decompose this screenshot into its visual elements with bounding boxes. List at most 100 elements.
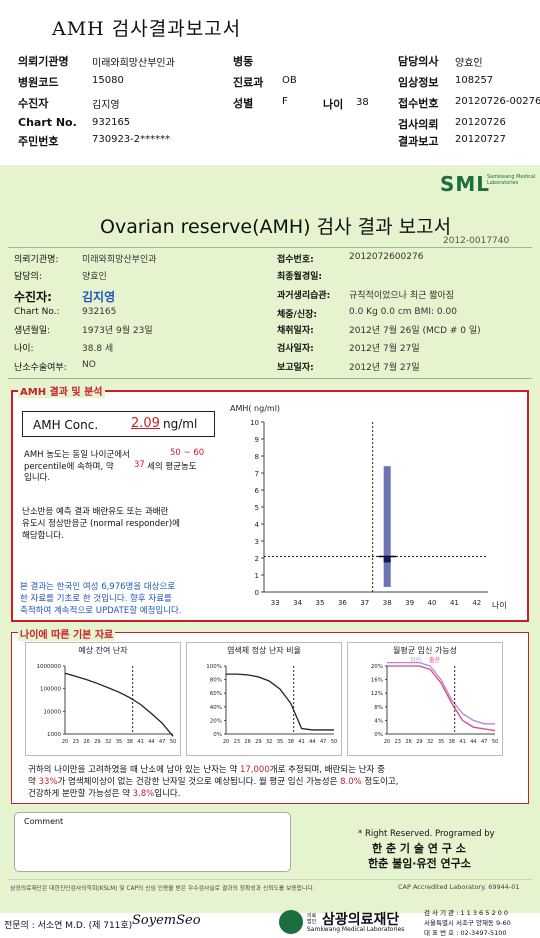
x-tick-label: 44	[309, 739, 315, 745]
header-value: OB	[282, 75, 297, 86]
x-tick-label: 44	[470, 739, 476, 745]
x-tick-label: 20	[62, 739, 68, 745]
x-tick-label: 26	[244, 739, 250, 745]
header-label: 담당의사	[398, 55, 439, 68]
x-tick-label: 50	[492, 739, 498, 745]
normal-egg-ratio-chart-box	[186, 642, 342, 756]
header-label: 의뢰기관명	[18, 55, 69, 68]
age-summary-line2: 약 33%가 염색체이상이 없는 건강한 난자일 것으로 예상됩니다. 월 평균…	[28, 775, 398, 787]
sml-logo-subtitle: Samkwang Medical Laboratories	[487, 174, 536, 186]
header-value: F	[282, 96, 288, 107]
x-tick-label: 23	[395, 739, 401, 745]
amh-conc-value: 2.09	[131, 416, 160, 431]
y-tick-label: 9	[255, 436, 259, 444]
patient-field-value: 김지영	[82, 290, 116, 304]
header-value: 20120726-00276	[455, 96, 540, 107]
patient-field-label: 담당의:	[14, 272, 42, 282]
patient-field-value: 932165	[82, 307, 117, 317]
age-section-title: 나이에 따른 기본 자료	[18, 626, 116, 641]
x-tick-label: 38	[449, 739, 455, 745]
series-line	[387, 665, 496, 732]
copyright-line1: * Right Reserved. Programed by	[358, 829, 495, 839]
x-tick-label: 41	[459, 739, 465, 745]
x-tick-label: 37	[360, 599, 369, 607]
divider	[8, 378, 532, 379]
x-tick-label: 44	[148, 739, 154, 745]
x-tick-label: 29	[416, 739, 422, 745]
y-tick-label: 40%	[210, 705, 222, 711]
comment-box: Comment	[14, 812, 291, 872]
y-tick-label: 3	[255, 538, 259, 546]
x-tick-label: 41	[450, 599, 459, 607]
report-field-value: 2012년 7월 27일	[349, 363, 420, 373]
header-label: 임상정보	[398, 76, 439, 89]
header-label: 병원코드	[18, 76, 59, 89]
x-axis-label: 나이	[492, 600, 507, 610]
contact-line2: 서울특별시 서초구 양재동 9-60	[424, 919, 511, 927]
x-tick-label: 35	[438, 739, 444, 745]
copyright-line3: 한춘 불임·유전 연구소	[368, 857, 471, 870]
amh-note-line2: 한 자료를 기초로 한 것입니다. 향후 자료를	[20, 594, 172, 604]
amh-range-bar	[383, 466, 391, 587]
summary-text: 귀하의 나이만을 고려하였을 때 난소에 남아 있는 난자는 약	[28, 765, 240, 775]
header-value: 20120727	[455, 134, 506, 145]
org-name-en: Samkwang Medical Laboratories	[307, 926, 405, 933]
summary-text: 입니다.	[154, 789, 181, 799]
age-summary-line1: 귀하의 나이만을 고려하였을 때 난소에 남아 있는 난자는 약 17,000개…	[28, 763, 385, 775]
report-field-value: 2012072600276	[349, 252, 424, 262]
x-tick-label: 41	[298, 739, 304, 745]
y-tick-label: 100%	[206, 664, 222, 670]
header-label: 성별	[233, 97, 254, 110]
cap-accreditation: CAP Accredited Laboratory. 69944-01	[398, 883, 520, 891]
divider	[8, 247, 532, 248]
report-field-label: 과거생리습관:	[277, 291, 331, 301]
header-value: 미래와희망산부인과	[92, 58, 175, 69]
chart-title: 월평균 임신 가능성	[393, 645, 457, 655]
amh-para2-line2: 유도시 정상반응군 (normal responder)에	[22, 519, 180, 529]
summary-text: 17,000	[240, 765, 270, 775]
summary-text: 33%	[38, 777, 58, 787]
y-tick-label: 7	[255, 470, 259, 478]
series-line	[387, 661, 495, 725]
copyright-line2: 한 춘 기 술 연 구 소	[372, 842, 466, 855]
amh-conc-unit: ng/ml	[163, 417, 198, 431]
patient-field-value: 양효인	[82, 272, 107, 282]
amh-note-line3: 축적하여 계속적으로 UPDATE할 예정입니다.	[20, 606, 182, 616]
x-tick-label: 50	[170, 739, 176, 745]
amh-para1-b: percentile에 속하며, 약	[24, 462, 114, 472]
y-tick-label: 4	[255, 521, 260, 529]
y-tick-label: 6	[255, 487, 260, 495]
x-tick-label: 32	[266, 739, 272, 745]
x-tick-label: 34	[293, 599, 302, 607]
report-field-value: 2012년 7월 27일	[349, 344, 420, 354]
contact-line3: 대 표 번 호 : 02-3497-5100	[424, 929, 507, 937]
age-summary-line3: 건강하게 분만할 가능성은 약 3.8%입니다.	[28, 787, 180, 799]
y-axis-label: AMH( ng/ml)	[230, 404, 280, 413]
legend-entry: 임신	[410, 656, 421, 664]
x-tick-label: 39	[405, 599, 414, 607]
x-tick-label: 38	[288, 739, 294, 745]
pregnancy-chance-chart-box	[347, 642, 503, 756]
amh-equivalent-age: 37	[134, 460, 145, 470]
summary-text: 정도이고,	[361, 777, 399, 787]
header-value: 108257	[455, 75, 494, 86]
y-tick-label: 0%	[213, 732, 222, 738]
y-tick-label: 0%	[374, 732, 383, 738]
x-tick-label: 47	[159, 739, 165, 745]
y-tick-label: 60%	[210, 691, 222, 697]
header-label: 검사의뢰	[398, 118, 439, 131]
report-field-label: 검사일자:	[277, 344, 314, 354]
x-tick-label: 47	[481, 739, 487, 745]
y-tick-label: 16%	[371, 678, 383, 684]
amh-note-line1: 본 결과는 한국인 여성 6,976명을 대상으로	[20, 582, 176, 592]
comment-label: Comment	[24, 817, 64, 826]
header-label: 주민번호	[18, 135, 59, 148]
sml-logo: SML	[440, 172, 491, 196]
specialist-name: 전문의 : 서소연 M.D. (제 711호)	[4, 921, 133, 931]
patient-field-label: 수진자:	[14, 290, 52, 304]
x-tick-label: 38	[127, 739, 133, 745]
y-tick-label: 1000000	[37, 664, 62, 670]
header-value: 932165	[92, 117, 131, 128]
